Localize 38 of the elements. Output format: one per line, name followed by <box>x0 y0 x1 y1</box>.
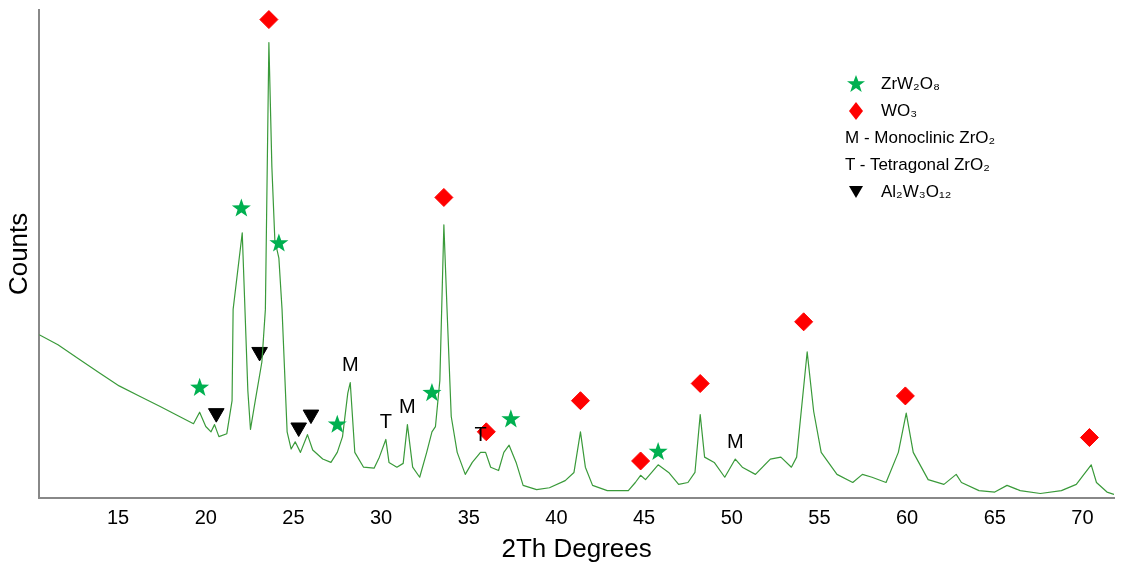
annotation: T - Tetragonal ZrO₂ <box>845 154 990 175</box>
point <box>648 441 668 460</box>
point <box>570 391 590 411</box>
point <box>895 386 915 406</box>
x-tick-label: 30 <box>369 506 393 529</box>
point <box>422 383 442 402</box>
point <box>269 233 289 252</box>
point <box>327 414 347 433</box>
legend-label: Al₂W₃O₁₂ <box>881 181 952 202</box>
point <box>190 377 210 396</box>
point <box>690 374 710 393</box>
x-tick-label: 15 <box>106 506 130 529</box>
x-tick-label: 35 <box>457 506 480 529</box>
point <box>231 198 251 217</box>
annotation: M <box>341 353 359 376</box>
point <box>1079 428 1099 448</box>
x-tick-label: 45 <box>632 506 656 529</box>
point <box>794 312 814 332</box>
annotation: M <box>726 429 744 452</box>
x-tick-label: 25 <box>282 506 305 529</box>
x-tick-label: 50 <box>720 506 743 529</box>
x-tick-label: 65 <box>983 506 1006 529</box>
x-tick-label: 20 <box>194 506 217 529</box>
point <box>259 10 279 30</box>
annotation: T <box>379 409 392 432</box>
point <box>434 187 454 207</box>
x-axis-title: 2Th Degrees <box>501 532 652 563</box>
y-axis-title: Counts <box>2 212 33 296</box>
point <box>631 451 651 471</box>
legend-label: ZrW₂O₈ <box>881 73 940 94</box>
x-tick-label: 55 <box>808 506 831 529</box>
annotation: M <box>399 395 416 418</box>
x-tick-label: 40 <box>545 506 568 529</box>
point <box>501 409 521 428</box>
x-tick-label: 70 <box>1071 506 1094 529</box>
annotation: M - Monoclinic ZrO₂ <box>845 127 996 148</box>
x-tick-label: 60 <box>895 506 919 529</box>
legend-label: WO₃ <box>881 100 918 121</box>
